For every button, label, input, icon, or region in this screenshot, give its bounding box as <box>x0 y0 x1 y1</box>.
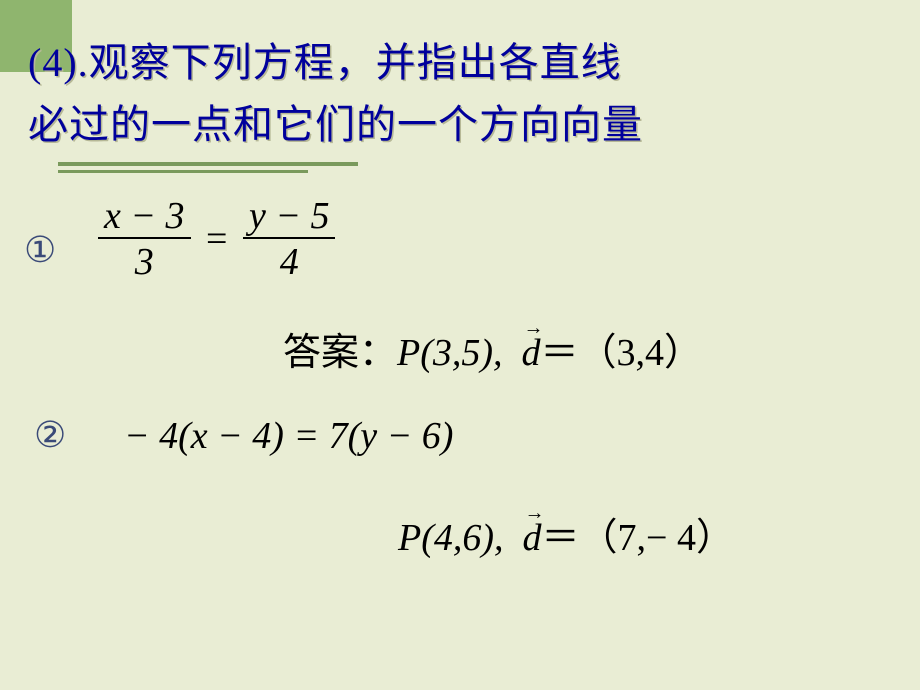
frac-right: y − 5 4 <box>243 197 336 281</box>
answer-1-point-var: P <box>397 332 420 374</box>
title-prefix: (4). <box>28 40 89 85</box>
title-underline <box>58 162 892 173</box>
frac-right-num: y − 5 <box>243 197 336 237</box>
frac-left: x − 3 3 <box>98 197 191 281</box>
slide-content: (4).观察下列方程，并指出各直线 必过的一点和它们的一个方向向量 ① x − … <box>28 32 892 561</box>
title-line1: 观察下列方程，并指出各直线 <box>89 40 622 85</box>
frac-right-den: 4 <box>243 239 336 281</box>
equals-1: = <box>206 217 227 261</box>
answer-1-vec-var: →d <box>522 331 541 375</box>
answer-2: P(4,6), →d＝（7,− 4） <box>398 506 892 561</box>
answer-2-vec: ＝（7,− 4） <box>542 517 734 559</box>
vector-arrow-icon: → <box>525 502 545 525</box>
problem-1: ① x − 3 3 = y − 5 4 <box>28 197 892 307</box>
frac-left-num: x − 3 <box>98 197 191 237</box>
problem-2: ② − 4(x − 4) = 7(y − 6) <box>28 412 892 472</box>
equation-2-text: − 4(x − 4) = 7(y − 6) <box>124 415 453 457</box>
answer-1-vec: ＝（3,4） <box>541 332 703 374</box>
equation-2: − 4(x − 4) = 7(y − 6) <box>124 414 453 458</box>
bullet-2: ② <box>34 414 66 456</box>
answer-1: 答案：P(3,5), →d＝（3,4） <box>283 321 892 376</box>
slide-title: (4).观察下列方程，并指出各直线 必过的一点和它们的一个方向向量 <box>28 32 892 156</box>
answer-2-point-var: P <box>398 517 421 559</box>
answer-2-point: (4,6), <box>421 517 503 559</box>
answer-1-label: 答案： <box>283 332 397 374</box>
vector-arrow-icon: → <box>524 317 544 340</box>
answer-2-vec-var: →d <box>523 516 542 560</box>
rule-2 <box>58 170 308 173</box>
bullet-1: ① <box>24 229 56 271</box>
equation-1: x − 3 3 = y − 5 4 <box>98 197 335 281</box>
title-line2: 必过的一点和它们的一个方向向量 <box>28 102 643 147</box>
frac-left-den: 3 <box>98 239 191 281</box>
answer-1-point: (3,5), <box>420 332 502 374</box>
rule-1 <box>58 162 358 166</box>
